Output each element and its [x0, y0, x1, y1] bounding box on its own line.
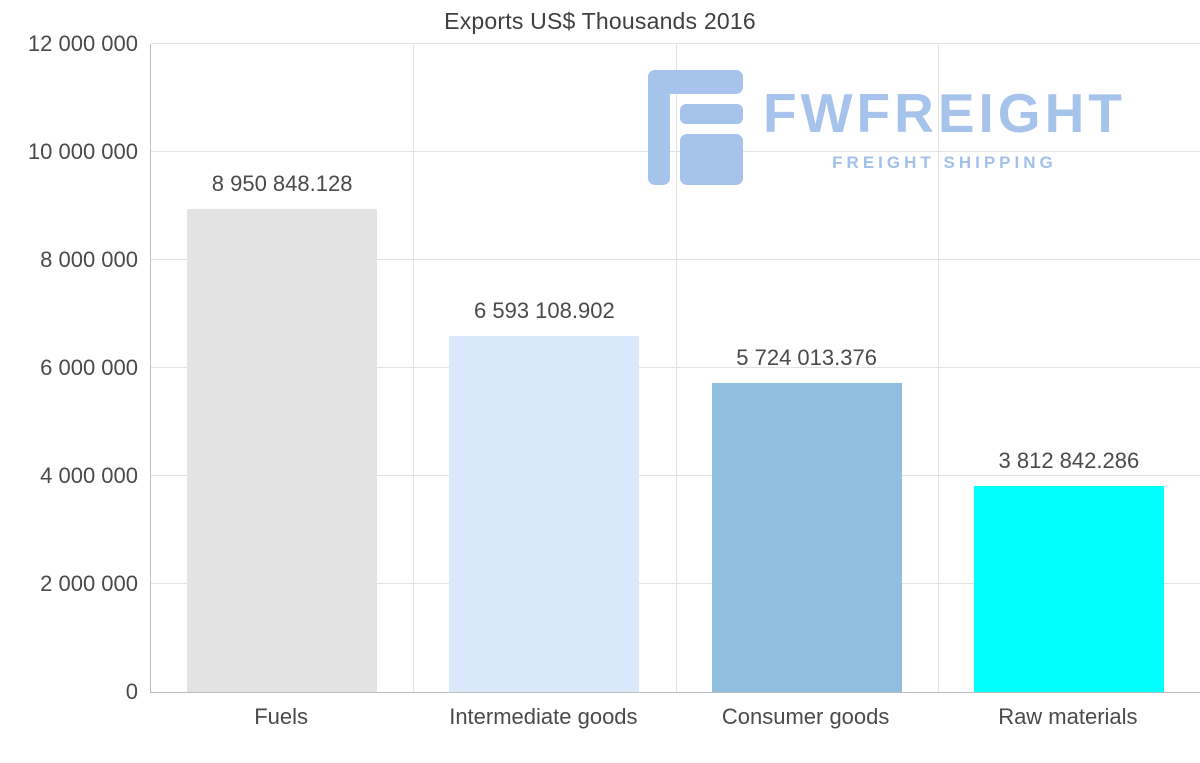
bar-value-label: 6 593 108.902 — [474, 297, 615, 323]
bar-value-label: 8 950 848.128 — [211, 170, 353, 196]
y-axis-tick-label: 6 000 000 — [40, 355, 138, 380]
y-axis-tick-label: 10 000 000 — [27, 139, 138, 164]
x-axis-category-label: Fuels — [254, 704, 309, 729]
logo-tagline-text: FREIGHT SHIPPING — [832, 153, 1057, 172]
freight-logo-icon — [648, 70, 743, 190]
bar-fuels — [187, 208, 378, 692]
gridline-horizontal — [151, 43, 1200, 44]
x-axis-category-label: Consumer goods — [721, 704, 890, 729]
y-axis-tick-label: 12 000 000 — [27, 31, 138, 56]
x-axis-category-label: Raw materials — [998, 704, 1138, 729]
logo-brand-text: FWFREIGHT — [763, 82, 1126, 144]
bar-raw-materials — [973, 486, 1164, 692]
logo-text-block: FWFREIGHT FREIGHT SHIPPING — [763, 86, 1126, 173]
bar-consumer-goods — [711, 382, 902, 692]
y-axis-tick-label: 8 000 000 — [40, 247, 138, 272]
chart-title: Exports US$ Thousands 2016 — [444, 8, 756, 34]
gridline-vertical — [937, 44, 939, 692]
bar-value-label: 3 812 842.286 — [998, 448, 1140, 474]
watermark-logo: FWFREIGHT FREIGHT SHIPPING — [648, 70, 1126, 190]
bar-value-label: 5 724 013.376 — [736, 344, 877, 370]
y-axis-tick-label: 4 000 000 — [40, 463, 138, 488]
y-axis-tick-label: 0 — [125, 679, 138, 704]
y-axis-tick-label: 2 000 000 — [40, 571, 138, 596]
bar-intermediate-goods — [449, 335, 640, 692]
gridline-vertical — [413, 44, 415, 692]
gridline-vertical — [675, 44, 677, 692]
plot-area: 8 950 848.128 6 593 108.902 5 724 013.376 3… — [150, 43, 1200, 693]
x-axis-category-label: Intermediate goods — [449, 704, 638, 729]
